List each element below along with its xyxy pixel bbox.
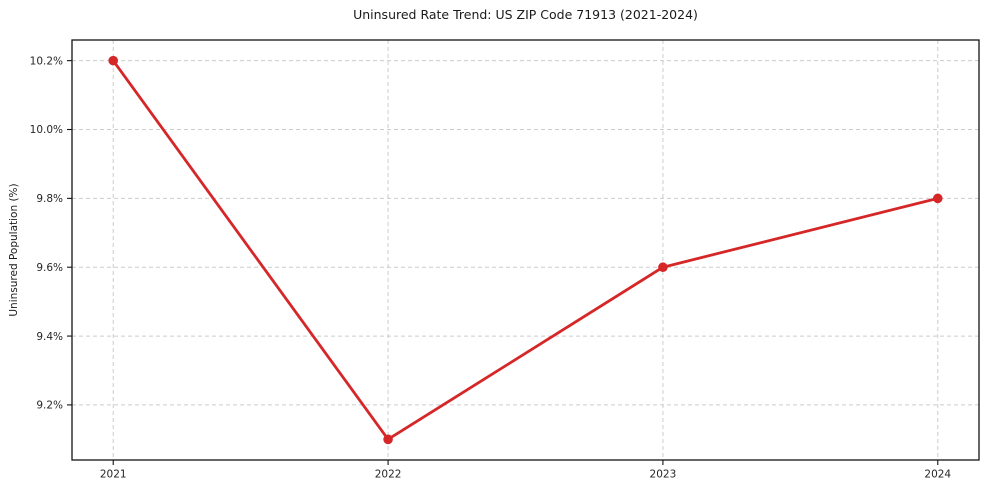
y-tick-label: 9.8% — [36, 193, 63, 205]
x-axis: 2021 2022 2023 2024 — [100, 460, 951, 481]
x-tick-label: 2021 — [100, 469, 127, 481]
y-tick-label: 10.0% — [30, 124, 63, 136]
data-point-marker — [932, 193, 943, 204]
x-tick-label: 2022 — [375, 469, 402, 481]
data-point-marker — [383, 434, 393, 445]
y-tick-label: 9.4% — [36, 331, 63, 343]
axes-spine — [71, 39, 980, 461]
y-tick-label: 9.6% — [36, 262, 63, 274]
y-tick-label: 9.2% — [36, 400, 63, 412]
y-tick-label: 10.2% — [30, 55, 63, 67]
data-point-marker — [108, 55, 119, 66]
chart-title: Uninsured Rate Trend: US ZIP Code 71913 … — [353, 7, 698, 22]
gridlines — [72, 40, 979, 460]
series-line — [111, 59, 940, 441]
x-tick-label: 2024 — [924, 469, 951, 481]
data-point-marker — [658, 262, 668, 273]
x-tick-label: 2023 — [650, 469, 677, 481]
y-axis: 9.2% 9.4% 9.6% 9.8% 10.0% 10.2% — [30, 55, 72, 412]
